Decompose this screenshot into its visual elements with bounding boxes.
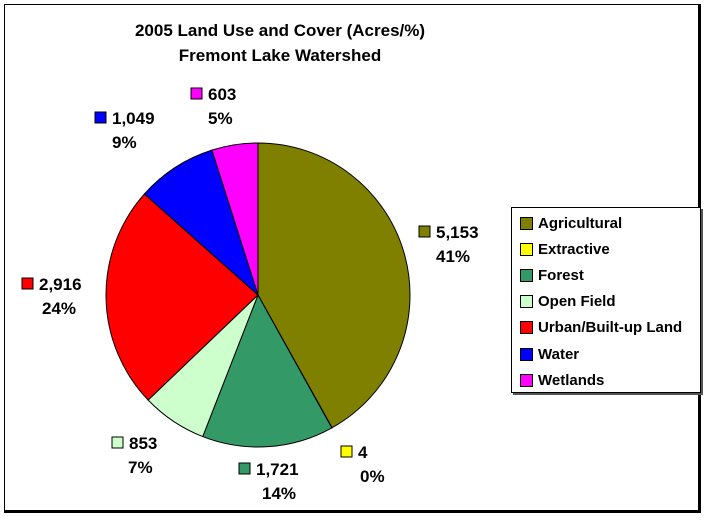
data-label-percent: 24% — [42, 299, 76, 318]
legend-swatch — [520, 268, 533, 282]
legend-label: Extractive — [538, 240, 610, 258]
data-label-value: 1,049 — [112, 109, 155, 128]
legend-label: Agricultural — [538, 214, 623, 232]
legend: Agricultural Extractive Forest Open Field Ur… — [511, 207, 701, 393]
data-label-value: 2,916 — [39, 275, 82, 294]
legend-item: Urban/Built-up Land — [520, 318, 682, 338]
data-label-value: 853 — [129, 434, 157, 453]
legend-label: Forest — [538, 266, 584, 284]
legend-item: Extractive — [520, 239, 610, 259]
data-label-key — [21, 277, 34, 290]
legend-swatch — [520, 347, 533, 361]
legend-swatch — [520, 373, 533, 387]
data-label-percent: 14% — [262, 484, 296, 503]
data-label-percent: 0% — [360, 467, 385, 486]
legend-item: Forest — [520, 265, 584, 285]
data-label-percent: 5% — [208, 109, 233, 128]
legend-swatch — [520, 295, 533, 309]
data-label-key — [340, 445, 353, 458]
data-label-key — [111, 436, 124, 449]
pie-slice-urban-built-up-land — [105, 193, 259, 401]
data-label-value: 4 — [358, 443, 368, 462]
legend-item: Wetlands — [520, 370, 604, 390]
pie-slice-wetlands — [211, 142, 259, 296]
data-label-key — [418, 225, 431, 238]
legend-item: Open Field — [520, 292, 616, 312]
legend-swatch — [520, 216, 533, 230]
data-label-percent: 9% — [112, 133, 137, 152]
data-label-key — [238, 462, 251, 475]
chart-subtitle: Fremont Lake Watershed — [178, 46, 382, 65]
legend-label: Water — [538, 345, 580, 363]
pie-slice-forest — [202, 293, 333, 448]
legend-item: Water — [520, 344, 579, 364]
chart-title: 2005 Land Use and Cover (Acres/%) — [134, 21, 426, 40]
data-label-value: 1,721 — [256, 460, 299, 479]
legend-item: Agricultural — [520, 213, 622, 233]
legend-label: Open Field — [538, 293, 616, 311]
legend-label: Urban/Built-up Land — [538, 319, 683, 337]
pie-slice-agricultural — [257, 142, 411, 429]
data-label-key — [94, 111, 107, 124]
data-label-percent: 7% — [128, 458, 153, 477]
data-label-value: 5,153 — [436, 223, 479, 242]
legend-swatch — [520, 321, 533, 335]
data-label-percent: 41% — [436, 247, 470, 266]
data-label-value: 603 — [208, 85, 236, 104]
legend-swatch — [520, 242, 533, 256]
legend-label: Wetlands — [538, 371, 605, 389]
data-label-key — [190, 87, 203, 100]
